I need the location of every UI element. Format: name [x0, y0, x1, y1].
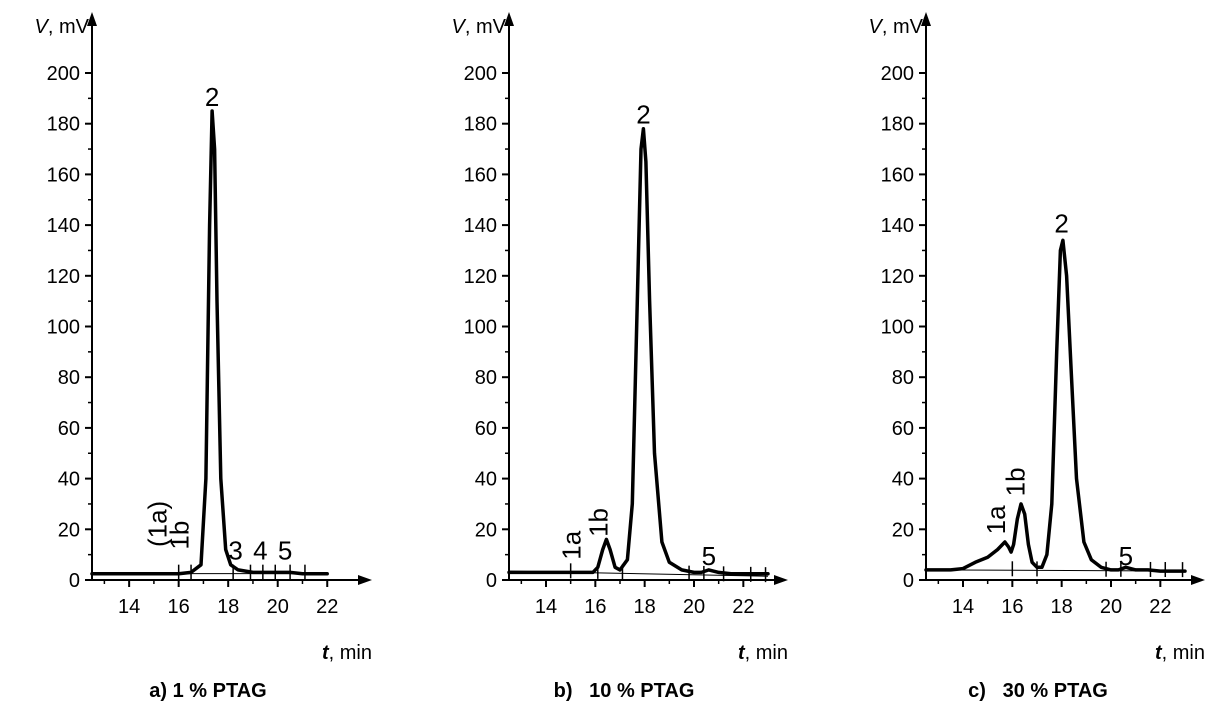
peak-label: 4	[253, 536, 267, 566]
peak-label: 1b	[165, 521, 195, 550]
y-tick-label: 200	[464, 63, 497, 85]
chart-panel-2: 0 20 40 60 80 100 120 140 160 180 200 14 16 18 20 22 V, …	[452, 12, 788, 702]
y-tick-label: 140	[881, 215, 914, 237]
peak-label: 2	[205, 82, 219, 112]
y-axis-label: V, mV	[35, 16, 90, 38]
chart-panel-1: 0 20 40 60 80 100 120 140 160 180 200 14 16 18 20 22 V, …	[35, 12, 372, 702]
peak-label: 5	[702, 541, 716, 571]
panel-caption: b) 10 % PTAG	[554, 680, 695, 702]
y-tick-label: 60	[475, 418, 497, 440]
y-tick-label: 80	[892, 367, 914, 389]
y-tick-label: 0	[486, 570, 497, 592]
x-axis-label: t, min	[738, 642, 788, 664]
peak-label: 1b	[1001, 467, 1031, 496]
y-tick-label: 20	[475, 519, 497, 541]
x-tick-label: 18	[217, 596, 239, 618]
y-tick-label: 200	[47, 63, 80, 85]
y-tick-label: 120	[464, 266, 497, 288]
x-tick-label: 14	[952, 596, 974, 618]
y-tick-label: 100	[47, 317, 80, 339]
y-tick-label: 160	[881, 164, 914, 186]
peak-label: (1a)	[142, 501, 172, 547]
x-axis-arrow	[1191, 575, 1205, 585]
x-axis-arrow	[358, 575, 372, 585]
y-tick-label: 40	[892, 469, 914, 491]
x-tick-label: 20	[683, 596, 705, 618]
x-tick-label: 14	[535, 596, 557, 618]
y-tick-label: 200	[881, 63, 914, 85]
y-axis-arrow	[504, 12, 514, 26]
x-tick-label: 20	[267, 596, 289, 618]
x-axis-arrow	[774, 575, 788, 585]
y-tick-label: 40	[475, 469, 497, 491]
y-tick-label: 180	[881, 114, 914, 136]
x-tick-label: 22	[316, 596, 338, 618]
x-tick-label: 16	[584, 596, 606, 618]
chromatogram-trace	[924, 238, 1187, 573]
y-tick-label: 100	[881, 317, 914, 339]
y-tick-label: 140	[47, 215, 80, 237]
y-tick-label: 20	[58, 519, 80, 541]
panel-caption: a) 1 % PTAG	[149, 680, 266, 702]
y-axis-label: V, mV	[452, 16, 507, 38]
y-tick-label: 180	[47, 114, 80, 136]
x-axis-label: t, min	[322, 642, 372, 664]
x-tick-label: 22	[732, 596, 754, 618]
y-tick-label: 60	[58, 418, 80, 440]
peak-label: 2	[1054, 209, 1068, 239]
x-tick-label: 14	[118, 596, 140, 618]
x-tick-label: 20	[1100, 596, 1122, 618]
y-axis-label: V, mV	[869, 16, 924, 38]
x-tick-label: 22	[1149, 596, 1171, 618]
x-axis-label: t, min	[1155, 642, 1205, 664]
y-tick-label: 140	[464, 215, 497, 237]
chromatogram-trace	[507, 127, 770, 576]
y-axis-arrow	[87, 12, 97, 26]
y-tick-label: 0	[903, 570, 914, 592]
peak-label: 5	[278, 536, 292, 566]
y-tick-label: 20	[892, 519, 914, 541]
panel-caption: c) 30 % PTAG	[968, 680, 1108, 702]
chart-panel-3: 0 20 40 60 80 100 120 140 160 180 200 14 16 18 20 22 V, …	[869, 12, 1205, 702]
y-tick-label: 180	[464, 114, 497, 136]
y-tick-label: 60	[892, 418, 914, 440]
y-tick-label: 120	[881, 266, 914, 288]
y-axis-arrow	[921, 12, 931, 26]
peak-label: 5	[1119, 541, 1133, 571]
x-tick-label: 18	[634, 596, 656, 618]
peak-label: 3	[228, 536, 242, 566]
y-tick-label: 80	[475, 367, 497, 389]
y-tick-label: 120	[47, 266, 80, 288]
peak-label: 1b	[584, 508, 614, 537]
y-tick-label: 100	[464, 317, 497, 339]
peak-label: 1a	[557, 530, 587, 559]
y-tick-label: 0	[69, 570, 80, 592]
y-tick-label: 160	[47, 164, 80, 186]
y-tick-label: 40	[58, 469, 80, 491]
x-tick-label: 18	[1051, 596, 1073, 618]
x-tick-label: 16	[168, 596, 190, 618]
peak-label: 1a	[981, 505, 1011, 534]
x-tick-label: 16	[1001, 596, 1023, 618]
peak-label: 2	[636, 100, 650, 130]
y-tick-label: 160	[464, 164, 497, 186]
y-tick-label: 80	[58, 367, 80, 389]
chromatogram-trace	[90, 109, 329, 576]
